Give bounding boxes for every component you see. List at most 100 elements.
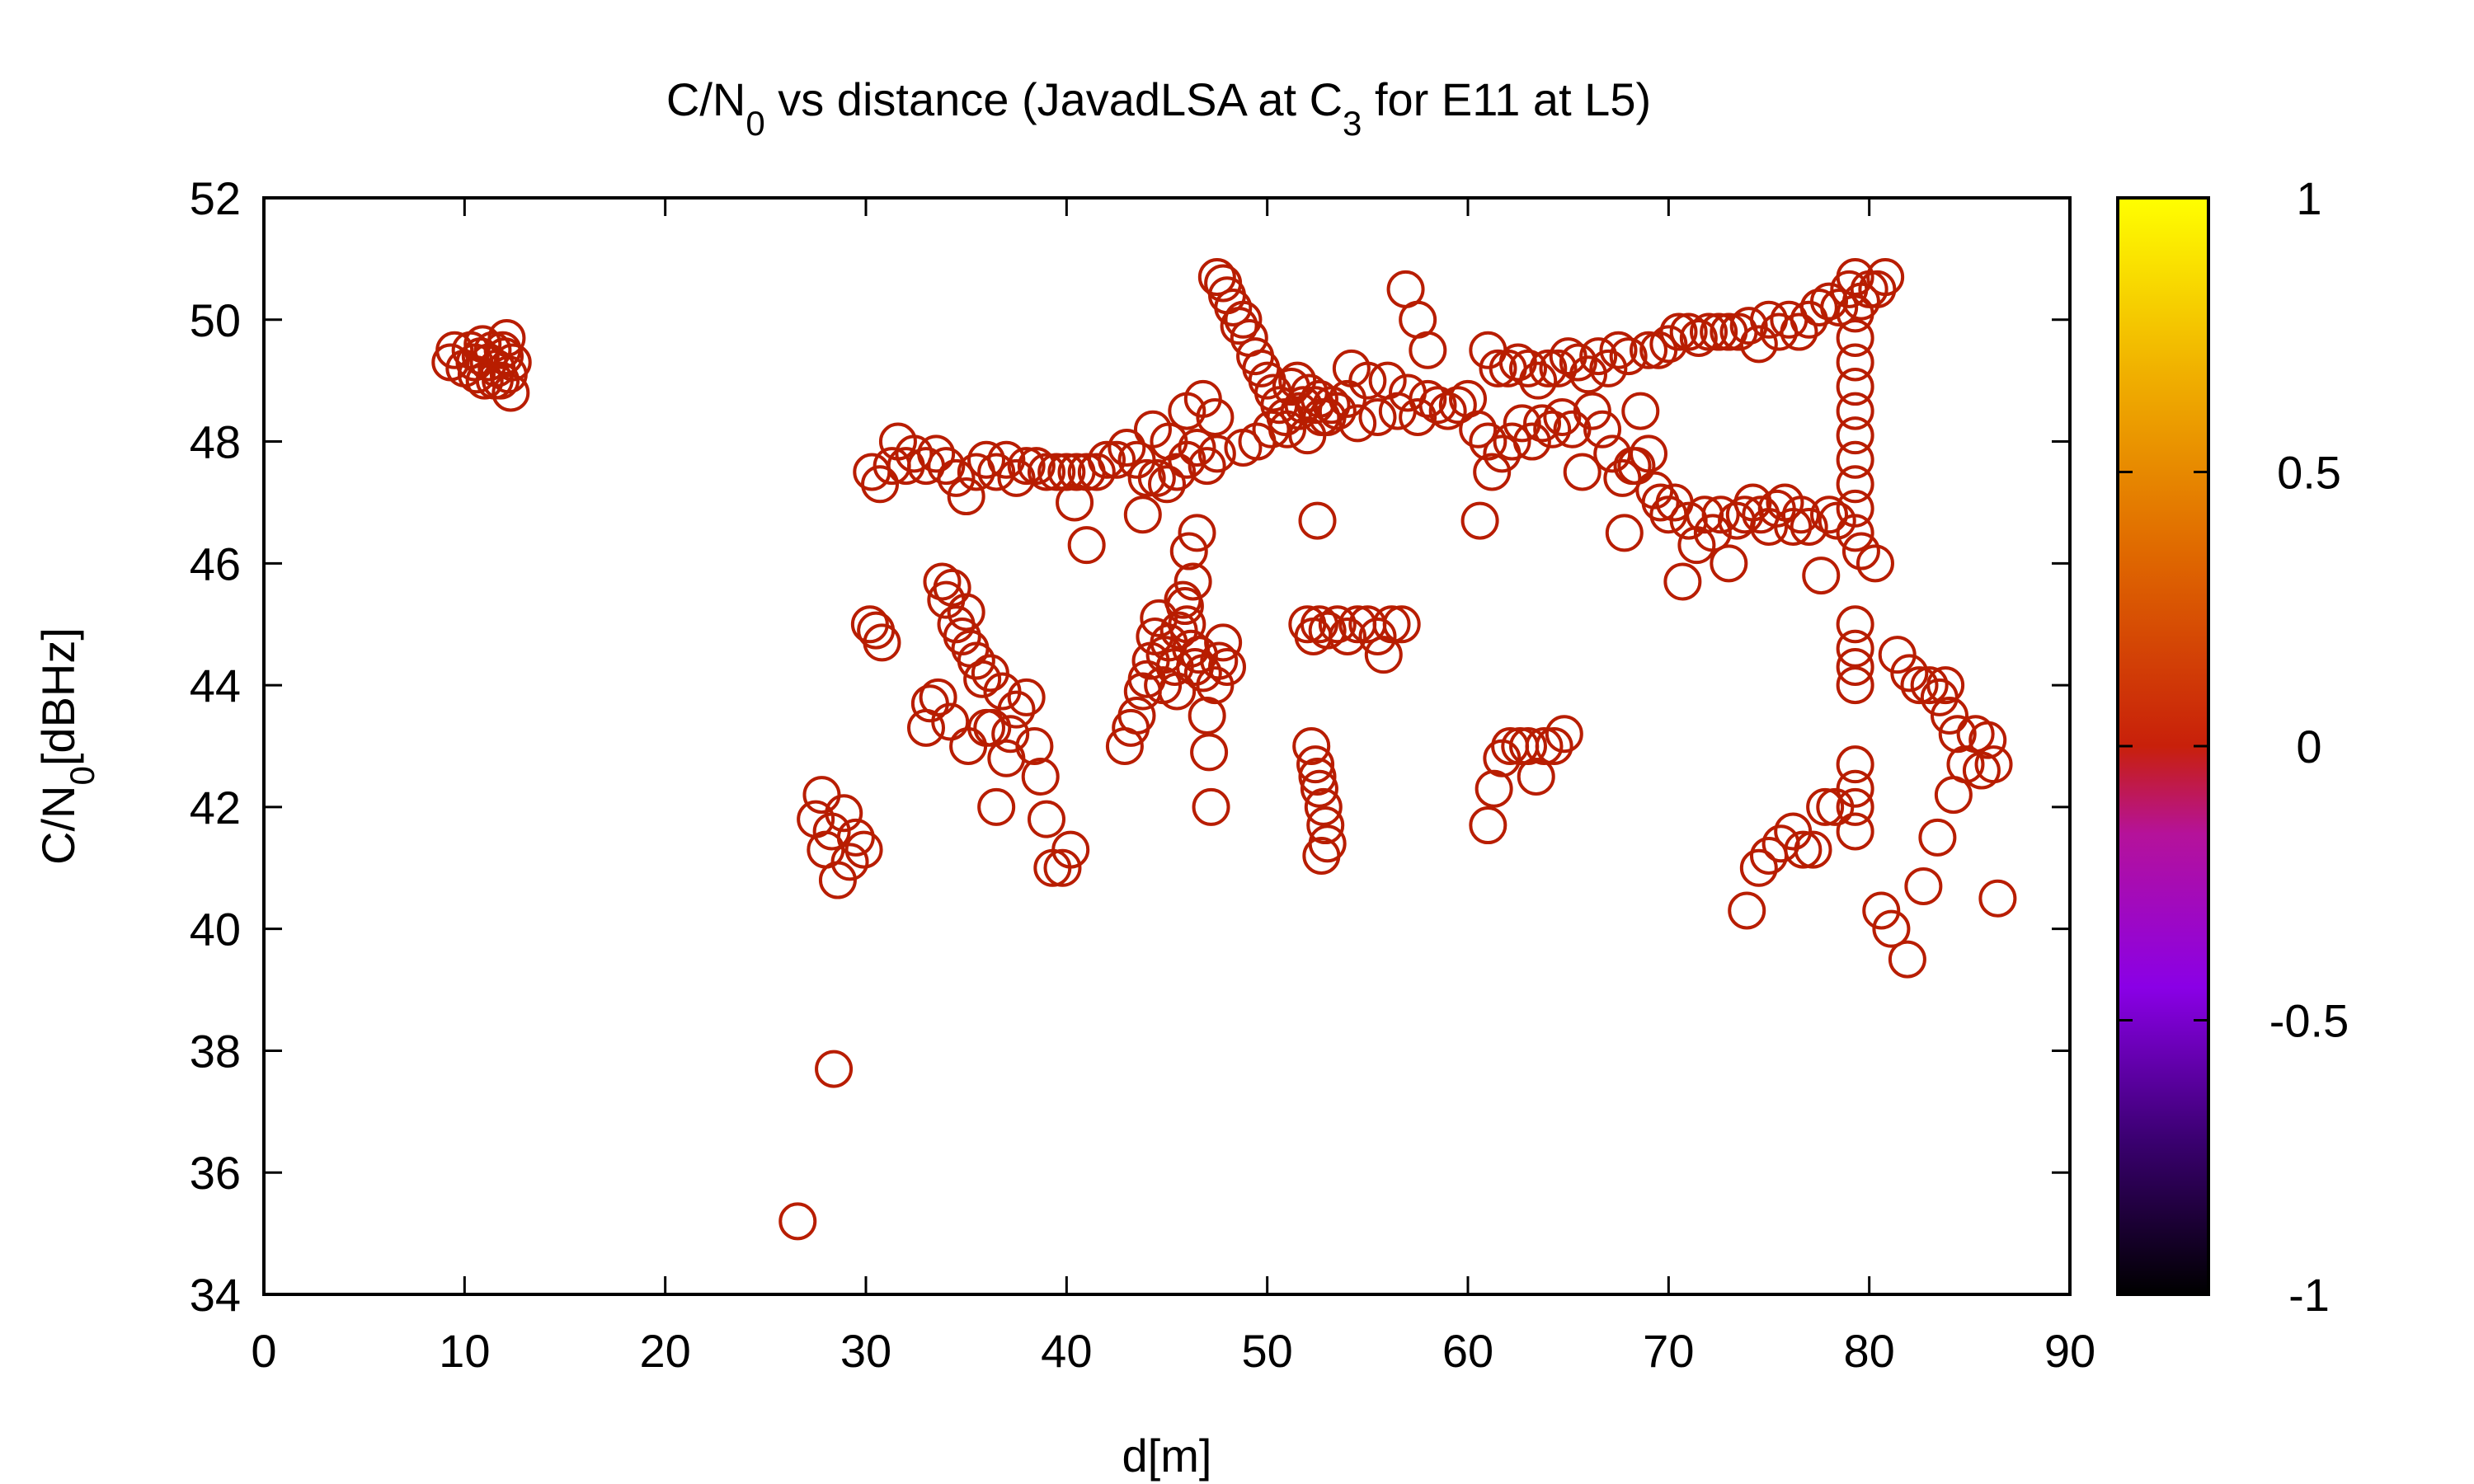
data-point [987, 739, 1026, 777]
data-point [1806, 787, 1845, 826]
colorbar-tick-label: -1 [2288, 1269, 2330, 1321]
data-point [1543, 398, 1582, 436]
data-point [1836, 294, 1874, 333]
data-point [1169, 532, 1208, 571]
data-point [1197, 434, 1236, 473]
data-point [1529, 349, 1568, 387]
data-point [997, 458, 1036, 497]
data-point [937, 458, 976, 497]
data-point [1174, 562, 1212, 601]
data-point [1630, 434, 1667, 473]
y-tick-label: 34 [190, 1269, 241, 1321]
data-point [1300, 769, 1338, 808]
data-point [825, 794, 863, 833]
data-point [1968, 721, 2007, 759]
data-point [1007, 447, 1046, 486]
data-point [1742, 495, 1780, 534]
data-point [1728, 891, 1766, 930]
data-point [863, 623, 901, 662]
data-point [1669, 312, 1708, 351]
data-point [1599, 331, 1638, 369]
data-point [973, 708, 1012, 747]
y-tick-label: 38 [190, 1025, 241, 1077]
colorbar-tick-label: 0 [2296, 721, 2321, 773]
data-point [1140, 599, 1178, 637]
data-point [1559, 343, 1597, 382]
data-point [1312, 386, 1351, 425]
data-point [927, 447, 966, 486]
data-point [1836, 666, 1874, 705]
data-point [1918, 818, 1957, 857]
data-point [1609, 337, 1648, 376]
data-point [1810, 495, 1848, 534]
data-point [1926, 666, 1965, 705]
data-point [1329, 618, 1366, 655]
data-point [1204, 623, 1243, 662]
data-point [1304, 787, 1343, 826]
data-point [1224, 428, 1263, 467]
y-axis: 34 36 38 40 42 44 46 48 50 52 [190, 172, 2070, 1321]
data-point [1183, 379, 1222, 418]
data-point [1545, 715, 1583, 754]
data-point [1409, 331, 1447, 369]
data-point [1535, 727, 1573, 765]
data-point [1519, 361, 1558, 400]
data-point [1774, 508, 1813, 546]
data-point [830, 843, 869, 881]
data-point [1862, 891, 1901, 930]
data-point [1296, 745, 1335, 784]
x-tick-label: 20 [640, 1325, 691, 1377]
data-point [917, 434, 956, 473]
x-tick-label: 10 [439, 1325, 490, 1377]
data-point [977, 453, 1016, 491]
data-point [1214, 289, 1253, 326]
data-point [1200, 641, 1239, 680]
data-point [1197, 258, 1236, 297]
data-point [1836, 745, 1874, 784]
data-point [1318, 392, 1357, 430]
data-point [1428, 392, 1467, 430]
data-point [1493, 422, 1531, 461]
data-point [1836, 647, 1874, 686]
data-point [1739, 325, 1778, 364]
data-point [997, 690, 1036, 729]
data-point [1621, 392, 1660, 430]
data-point [1858, 270, 1897, 308]
data-point [1503, 404, 1541, 443]
data-point [1605, 514, 1644, 552]
data-point [1878, 636, 1917, 674]
data-point [853, 453, 891, 491]
data-point [1196, 398, 1235, 436]
data-point [1306, 806, 1345, 845]
data-point [1399, 398, 1437, 436]
data-point [1158, 453, 1197, 491]
chart-title: C/N0 vs distance (JavadLSA at C3 for E11… [666, 73, 1651, 143]
data-point [1810, 282, 1848, 321]
data-point [1781, 495, 1820, 534]
y-tick-label: 44 [190, 660, 241, 711]
y-tick-label: 52 [190, 172, 241, 224]
data-point [1108, 428, 1146, 467]
data-point [1123, 495, 1162, 534]
data-point [1836, 258, 1874, 297]
data-point [812, 812, 851, 851]
data-point [836, 818, 875, 857]
data-point [1292, 727, 1331, 765]
data-point [483, 331, 522, 369]
data-point [1338, 404, 1377, 443]
data-point [1739, 848, 1778, 887]
data-point [1318, 605, 1357, 644]
data-point [1017, 447, 1056, 486]
data-point [1418, 386, 1457, 425]
colorbar-axis: -1 -0.5 0 0.5 1 [2118, 172, 2349, 1321]
data-point [1088, 440, 1126, 479]
data-point [778, 1202, 817, 1241]
x-tick-label: 70 [1643, 1325, 1694, 1377]
data-point [1750, 837, 1788, 875]
data-point [1137, 458, 1176, 497]
colorbar-tick-label: 1 [2296, 172, 2321, 224]
data-point [1617, 447, 1656, 486]
data-point [861, 465, 900, 504]
data-point [1836, 489, 1874, 528]
data-point [931, 702, 970, 741]
